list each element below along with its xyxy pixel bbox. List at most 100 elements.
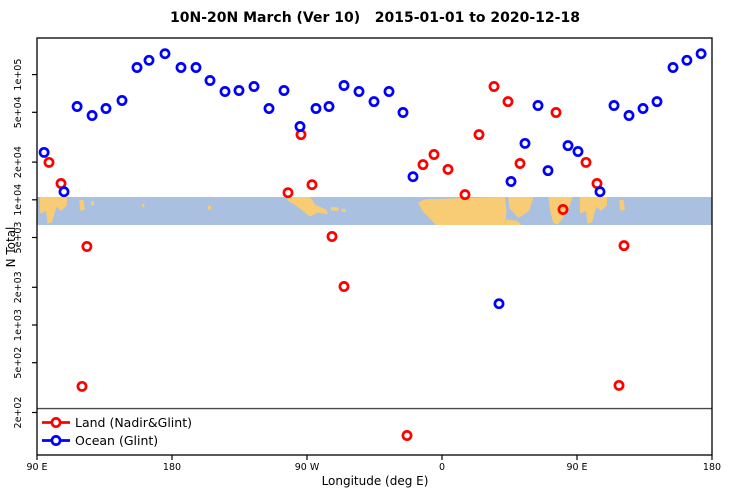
land-shape-africa-sahel [418,197,507,225]
data-point-ocean [353,86,365,97]
y-tick-label: 1e+05 [13,59,24,91]
data-point-land [473,129,485,141]
data-point-ocean [86,110,98,121]
data-point-ocean [131,62,143,73]
data-point-ocean [637,103,649,114]
data-point-land [514,158,526,169]
data-point-ocean [681,54,693,66]
data-point-land [338,281,350,292]
data-point-ocean [143,54,155,66]
data-point-ocean [623,110,635,121]
data-point-ocean [116,95,128,106]
data-point-ocean [651,96,663,108]
x-tick-label: 90 W [295,462,320,473]
x-axis-label: Longitude (deg E) [321,474,429,488]
land-shape-pacific-speck [91,201,94,206]
data-point-ocean [233,85,245,96]
land-shape-philippines-west [79,199,85,211]
legend-label-ocean: Ocean (Glint) [75,433,159,448]
data-point-ocean [542,165,554,177]
data-point-ocean [532,100,544,111]
data-point-land [459,189,471,201]
data-point-ocean [219,86,231,97]
data-point-ocean [190,62,202,73]
land-shape-philippines-east [619,199,625,211]
data-point-land [306,179,318,191]
y-tick-label: 5e+02 [13,347,24,379]
data-point-land [442,163,454,175]
data-point-land [282,187,294,199]
data-point-ocean [505,176,517,187]
land-shape-cuba-hispaniola [331,206,339,211]
land-shape-speck-160 [142,204,145,207]
data-point-land [580,156,592,168]
data-point-ocean [383,86,395,97]
y-tick-label: 1e+04 [13,184,24,216]
data-point-land [502,96,514,108]
land-shape-indochina-west [40,197,67,224]
data-point-ocean [338,80,350,91]
data-point-ocean [248,81,260,92]
data-point-ocean [407,171,419,183]
y-tick-label: 5e+04 [13,96,24,128]
ocean-band [37,197,712,225]
legend-marker-ocean [50,435,62,446]
x-tick-label: 0 [439,462,445,473]
data-point-ocean [368,96,380,108]
x-tick-label: 180 [163,462,181,473]
land-shape-indochina-east [580,197,607,224]
map-band-10n-20n [37,197,712,225]
data-point-ocean [323,101,335,112]
data-point-ocean [263,103,275,114]
land-shape-horn-of-africa [505,219,522,225]
data-point-land [81,241,93,252]
y-tick-label: 2e+04 [13,146,24,178]
series-land [43,81,630,441]
x-tick-label: 180 [703,462,721,473]
data-point-ocean [58,186,70,198]
data-point-land [618,240,630,252]
data-point-ocean [204,75,216,86]
data-point-ocean [608,100,620,111]
data-point-land [488,81,500,92]
data-point-land [428,149,440,160]
data-point-ocean [310,103,322,114]
y-axis-label: N Total [4,226,18,268]
x-tick-label: 90 E [26,462,47,473]
data-point-ocean [572,146,584,157]
y-tick-label: 1e+03 [13,309,24,341]
data-point-ocean [397,107,409,118]
data-point-ocean [175,62,187,73]
legend-label-land: Land (Nadir&Glint) [75,415,192,430]
data-point-ocean [667,62,679,73]
data-point-ocean [71,101,83,112]
chart-title: 10N-20N March (Ver 10) 2015-01-01 to 202… [170,10,580,26]
data-point-land [43,156,55,168]
data-point-land [550,107,562,118]
data-point-ocean [278,85,290,96]
y-tick-label: 2e+03 [13,271,24,303]
data-point-land [557,204,569,215]
data-point-ocean [159,48,171,60]
data-point-ocean [594,186,606,198]
plot-border [36,37,713,456]
data-point-ocean [294,121,306,132]
y-tick-label: 2e+02 [13,397,24,429]
data-point-land [417,159,429,171]
data-point-ocean [695,48,707,60]
data-point-ocean [562,140,574,152]
data-point-ocean [519,137,531,149]
data-point-ocean [100,103,112,114]
land-shape-arabia [508,197,534,218]
y-tick-label: 5e+03 [13,222,24,254]
land-shape-puerto-rico [341,208,346,213]
data-point-land [613,379,625,391]
data-point-ocean [493,298,505,310]
data-point-ocean [38,146,50,158]
data-point-land [76,380,88,392]
x-tick-label: 90 E [566,462,587,473]
legend-marker-land [50,417,62,428]
land-shape-hawaii [208,206,211,210]
